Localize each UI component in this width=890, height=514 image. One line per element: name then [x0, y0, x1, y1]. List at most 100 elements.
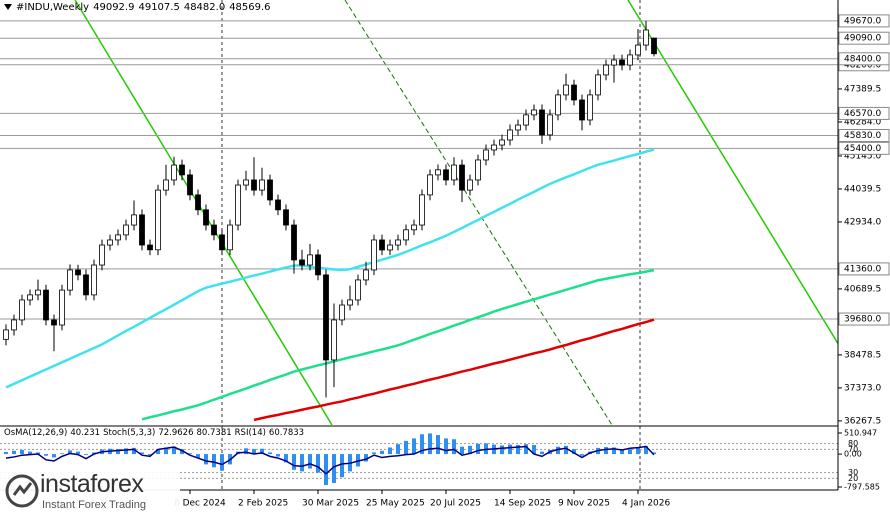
candle-body [115, 234, 121, 241]
level-label: 49670.0 [844, 16, 881, 26]
candle-body [179, 164, 185, 176]
candle-body [387, 244, 393, 251]
candle-body [323, 274, 329, 361]
candle-body [35, 289, 41, 296]
level-label-box [838, 14, 890, 28]
trend-line [344, 0, 613, 425]
osma-bar [404, 440, 408, 455]
candle-body [91, 264, 97, 296]
osma-bar [444, 438, 448, 455]
candle-body [531, 109, 537, 116]
candle-body [19, 299, 25, 321]
candle-body [539, 109, 545, 136]
candle-body [267, 179, 273, 201]
candle-body [555, 94, 561, 116]
osma-bar [300, 454, 304, 472]
logo-tagline: Instant Forex Trading [42, 499, 146, 511]
osma-bar [396, 444, 400, 455]
level-label-box [838, 106, 890, 120]
candle-body [627, 54, 633, 66]
indicator-header: OsMA(12,26,9) 40.231 Stoch(5,3,3) 72.9626 80… [4, 428, 307, 438]
candle-body [227, 224, 233, 251]
x-tick-label: 2 Feb 2025 [238, 499, 288, 509]
osma-bar [460, 446, 464, 455]
osma-bar [4, 452, 8, 455]
osma-bar [260, 448, 264, 455]
candle-body [427, 174, 433, 196]
level-label-box [838, 128, 890, 142]
logo-name: instaforex [40, 470, 144, 498]
rsi-line [5, 445, 655, 475]
x-tick-label: 9 Nov 2025 [558, 499, 610, 509]
osma-bar [28, 451, 32, 455]
osma-bar [44, 454, 48, 456]
osma-bar [308, 454, 312, 469]
osma-bar [628, 449, 632, 455]
osma-bar [540, 451, 544, 455]
candle-body [283, 209, 289, 226]
candle-body [123, 224, 129, 236]
ohlc-close: 48569.6 [229, 2, 271, 13]
candle-body [107, 239, 113, 246]
osma-bar [324, 454, 328, 486]
logo-ring [5, 474, 39, 508]
candle-body [395, 239, 401, 246]
candle-body [131, 214, 137, 226]
y-tick-label: 47389.5 [844, 84, 881, 94]
osma-bar [340, 454, 344, 478]
main-series [0, 20, 838, 422]
ohlc-low: 48482.0 [183, 2, 226, 13]
osma-bar [580, 454, 584, 456]
candle-body [443, 169, 449, 181]
candle-body [3, 329, 9, 340]
osma-bar [372, 452, 376, 455]
candle-body [259, 179, 265, 191]
osma-bar [196, 454, 200, 459]
candle-body [67, 269, 73, 291]
level-label-box [838, 312, 890, 326]
osma-bar [292, 454, 296, 470]
candle-body [579, 99, 585, 121]
candle-body [379, 239, 385, 251]
candle-body [243, 179, 249, 186]
candle-body [491, 144, 497, 151]
candle-body [171, 164, 177, 181]
candle-body [187, 174, 193, 196]
y-tick-label: 37373.0 [844, 383, 881, 393]
x-tick-label: 4 Jan 2026 [622, 499, 670, 509]
candle-body [163, 179, 169, 191]
osma-bar [428, 433, 432, 455]
candle-body [11, 319, 17, 331]
osma-bar [508, 444, 512, 455]
y-tick-label: 38478.5 [844, 350, 881, 360]
osma-name: OsMA(12,26,9) [4, 428, 68, 438]
candle-body [99, 244, 105, 266]
osma-bar [140, 452, 144, 455]
logo: instaforex Instant Forex Trading [0, 468, 180, 514]
level-label: 46570.0 [844, 109, 881, 119]
stoch-main: 72.9626 [158, 428, 194, 438]
candle-body [155, 189, 161, 251]
y-tick-label: 44039.5 [844, 184, 881, 194]
moving-average [5, 148, 655, 389]
osma-bar [268, 452, 272, 455]
candle-body [475, 159, 481, 181]
rsi-tick-label: 30 [848, 468, 858, 477]
candle-body [251, 179, 257, 191]
candle-body [483, 149, 489, 161]
y-tick-label: 40689.5 [844, 284, 881, 294]
osma-bar [276, 454, 280, 457]
osma-bar [148, 454, 152, 456]
osma-bar [556, 446, 560, 455]
osma-bar [468, 445, 472, 455]
candle-body [75, 269, 81, 276]
trendlines [74, 0, 838, 425]
candle-body [139, 214, 145, 246]
candle-body [603, 64, 609, 76]
level-label-box [838, 141, 890, 155]
candle-body [371, 239, 377, 271]
candle-body [595, 74, 601, 96]
osma-bar [420, 434, 424, 455]
osma-bar [412, 438, 416, 455]
